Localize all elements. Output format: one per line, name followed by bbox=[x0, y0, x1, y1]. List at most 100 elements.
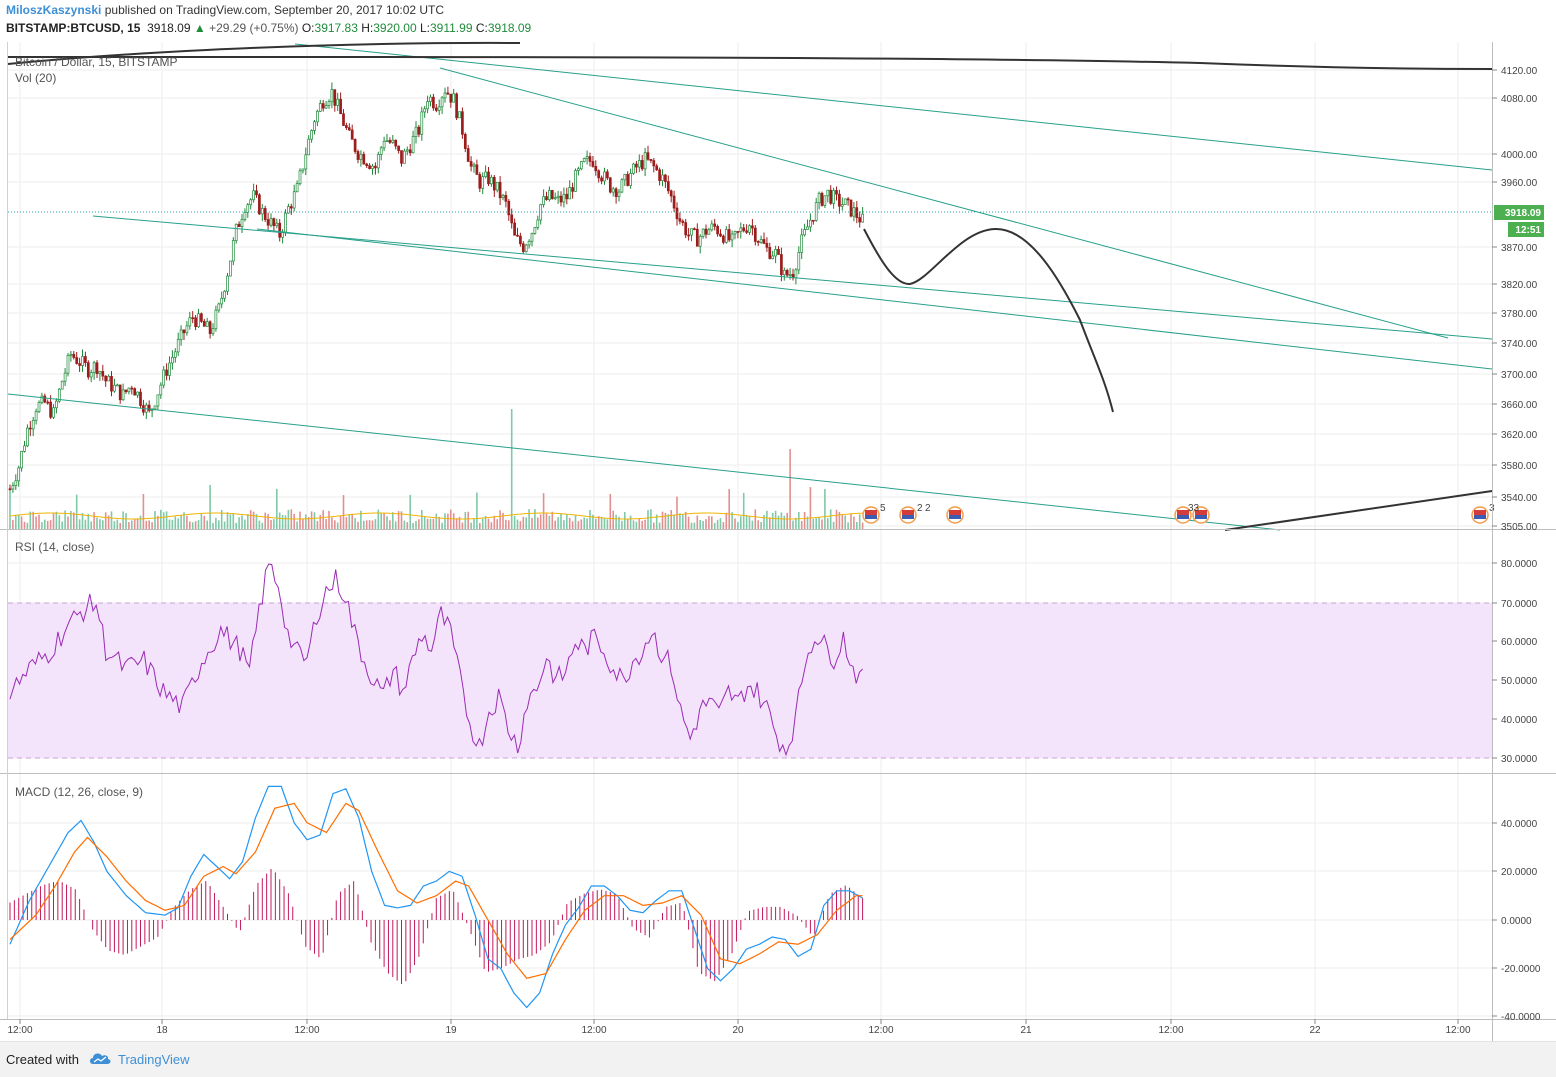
candle-body bbox=[751, 225, 754, 229]
volume-bar bbox=[769, 517, 771, 529]
up-arrow-icon: ▲ bbox=[193, 21, 206, 35]
volume-bar bbox=[139, 515, 142, 529]
tradingview-cloud-icon[interactable] bbox=[88, 1050, 112, 1066]
candle-body bbox=[347, 127, 351, 131]
time-tick-label: 12:00 bbox=[7, 1025, 32, 1036]
volume-bar bbox=[751, 520, 754, 529]
candle-body bbox=[176, 339, 180, 353]
price-projection-curve[interactable] bbox=[863, 227, 1114, 413]
volume-bar bbox=[609, 494, 612, 529]
volume-ma-line bbox=[9, 512, 863, 520]
volume-bar bbox=[319, 514, 322, 529]
volume-bar bbox=[458, 516, 461, 529]
candle-body bbox=[594, 166, 598, 172]
author-link[interactable]: MiloszKaszynski bbox=[6, 3, 102, 17]
volume-bar bbox=[667, 514, 670, 529]
volume-bar bbox=[661, 511, 664, 529]
candle-body bbox=[310, 130, 313, 140]
candle-body bbox=[481, 176, 485, 189]
price-axis[interactable]: 4120.00 4080.00 4000.00 3960.00 3870.00 3820.… bbox=[1492, 66, 1538, 533]
volume-bar bbox=[560, 513, 562, 529]
candle-body bbox=[234, 223, 238, 241]
volume-bar bbox=[676, 496, 678, 529]
candle-body bbox=[524, 244, 528, 252]
candle-body bbox=[118, 384, 122, 401]
rsi-tick-label: 50.0000 bbox=[1501, 676, 1538, 687]
candle-body bbox=[159, 384, 163, 396]
volume-bar bbox=[281, 514, 284, 529]
candle-body bbox=[600, 177, 603, 182]
trendline-resistance[interactable] bbox=[439, 67, 1449, 339]
candle-body bbox=[843, 198, 847, 205]
volume-bar bbox=[658, 522, 661, 529]
volume-bar bbox=[803, 511, 806, 529]
time-axis[interactable]: 12:00 18 12:00 19 12:00 20 12:00 21 12:00 22 12:00 bbox=[7, 1019, 1471, 1036]
time-tick-label: 18 bbox=[156, 1025, 168, 1036]
volume-bar bbox=[455, 518, 458, 529]
event-count: 2 bbox=[925, 503, 931, 514]
rsi-tick-label: 40.0000 bbox=[1501, 715, 1538, 726]
candle-body bbox=[46, 401, 50, 404]
volume-bar bbox=[73, 512, 75, 529]
volume-bar bbox=[621, 520, 623, 529]
candle-body bbox=[400, 150, 403, 164]
volume-bar bbox=[545, 513, 548, 529]
candle-body bbox=[611, 188, 615, 193]
tradingview-link[interactable]: TradingView bbox=[118, 1052, 190, 1067]
volume-bar bbox=[441, 522, 443, 529]
candle-body bbox=[510, 214, 514, 224]
candle-body bbox=[693, 228, 696, 231]
volume-bar bbox=[583, 517, 585, 529]
volume-bar bbox=[357, 521, 359, 529]
macd-axis[interactable]: 40.0000 20.0000 0.0000 -20.0000 -40.0000 bbox=[1492, 819, 1541, 1023]
volume-bar bbox=[615, 514, 617, 529]
volume-bar bbox=[693, 522, 696, 529]
candle-body bbox=[716, 226, 719, 235]
candle-body bbox=[330, 89, 334, 103]
last-price: 3918.09 bbox=[147, 21, 191, 35]
volume-bar bbox=[183, 512, 185, 529]
trendline-upper[interactable] bbox=[294, 43, 1493, 171]
candle-body bbox=[643, 152, 647, 170]
candle-body bbox=[504, 195, 508, 202]
candle-body bbox=[637, 160, 641, 168]
rsi-axis[interactable]: 80.0000 70.0000 60.0000 50.0000 40.0000 30.00… bbox=[1492, 559, 1538, 765]
flag-stripe-icon bbox=[902, 515, 914, 519]
projection-drawings[interactable] bbox=[7, 41, 1493, 531]
volume-bar bbox=[351, 513, 353, 529]
volume-bar bbox=[525, 517, 527, 529]
candle-body bbox=[466, 148, 470, 162]
volume-bar bbox=[856, 521, 858, 529]
volume-bar bbox=[299, 511, 301, 529]
volume-bar bbox=[46, 520, 49, 529]
volume-bar bbox=[505, 519, 507, 529]
volume-bar bbox=[136, 518, 139, 529]
candle-body bbox=[43, 395, 47, 403]
volume-bar bbox=[180, 515, 182, 529]
trendline-channel-bottom[interactable] bbox=[256, 228, 1493, 370]
event-badges[interactable]: 5 2 2 33 3 bbox=[862, 503, 1495, 524]
chart-canvas[interactable]: 5 2 2 33 3 Bitcoin / Dollar, 15, BITSTAMP Vo… bbox=[0, 0, 1556, 1041]
macd-line bbox=[9, 785, 863, 1009]
candle-body bbox=[95, 362, 99, 374]
candle-body bbox=[197, 313, 200, 328]
candle-body bbox=[188, 317, 192, 327]
volume-bar bbox=[438, 516, 440, 529]
trendlines[interactable] bbox=[7, 43, 1493, 531]
candle-body bbox=[388, 140, 392, 143]
long-curve-left[interactable] bbox=[7, 41, 521, 65]
volume-bar bbox=[534, 509, 536, 529]
volume-bar bbox=[426, 518, 429, 529]
candle-body bbox=[101, 371, 105, 377]
volume-bar bbox=[644, 519, 646, 529]
volume-bar bbox=[699, 520, 701, 529]
candle-body bbox=[823, 195, 827, 206]
trendline-support[interactable] bbox=[7, 393, 1281, 531]
volume-bar bbox=[409, 494, 411, 529]
volume-bar bbox=[589, 509, 591, 529]
rising-line-bottom[interactable] bbox=[1224, 490, 1493, 531]
candle-body bbox=[104, 375, 108, 382]
volume-bar bbox=[722, 522, 725, 529]
volume-bar bbox=[818, 517, 820, 529]
long-curve-top[interactable] bbox=[7, 55, 1493, 70]
